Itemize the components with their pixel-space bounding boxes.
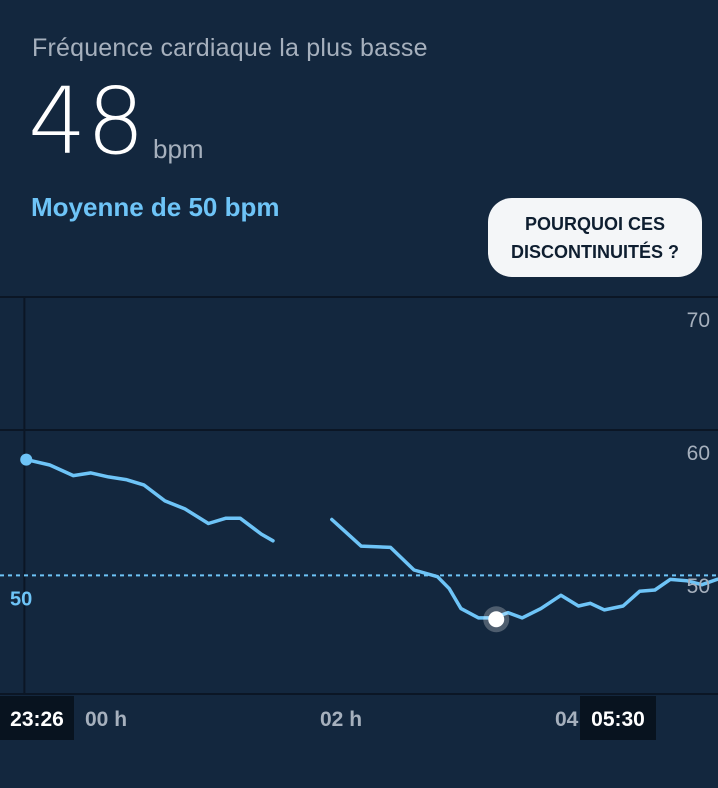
why-gaps-button-label: POURQUOI CES DISCONTINUITÉS ? — [511, 210, 679, 266]
chart-title: Fréquence cardiaque la plus basse — [32, 34, 428, 62]
lowest-heart-rate-value: 48 — [28, 68, 146, 175]
why-gaps-line-2: DISCONTINUITÉS ? — [510, 241, 679, 262]
x-axis: 00 h 02 h 04 h23:26 05:30 — [0, 696, 656, 740]
x-end-label: 05:30 — [591, 708, 645, 731]
y-tick-label: 60 — [687, 442, 710, 465]
x-tick-label: 00 h — [85, 708, 127, 731]
heart-rate-line-group — [24, 457, 718, 620]
average-line-group: 50 — [0, 574, 718, 610]
y-tick-label: 70 — [687, 309, 710, 332]
heart-rate-line-segment — [330, 517, 718, 620]
y-tick-label: 50 — [687, 575, 710, 598]
heart-rate-line-segment — [24, 457, 275, 543]
marker-group — [20, 453, 510, 633]
x-end-label-box — [580, 696, 656, 740]
start-point — [20, 453, 33, 466]
x-start-label: 23:26 — [10, 708, 64, 731]
y-axis: 70 60 50 — [687, 309, 710, 598]
x-start-label-box — [0, 696, 74, 740]
why-gaps-button[interactable]: POURQUOI CES DISCONTINUITÉS ? — [488, 198, 702, 277]
heart-rate-unit: bpm — [153, 134, 204, 164]
average-heart-rate: Moyenne de 50 bpm — [31, 192, 280, 222]
why-gaps-line-1: POURQUOI CES — [524, 213, 665, 234]
chart-grid — [0, 296, 718, 695]
min-point — [488, 611, 505, 628]
average-line-label: 50 — [10, 588, 32, 610]
x-tick-label: 02 h — [320, 708, 362, 731]
